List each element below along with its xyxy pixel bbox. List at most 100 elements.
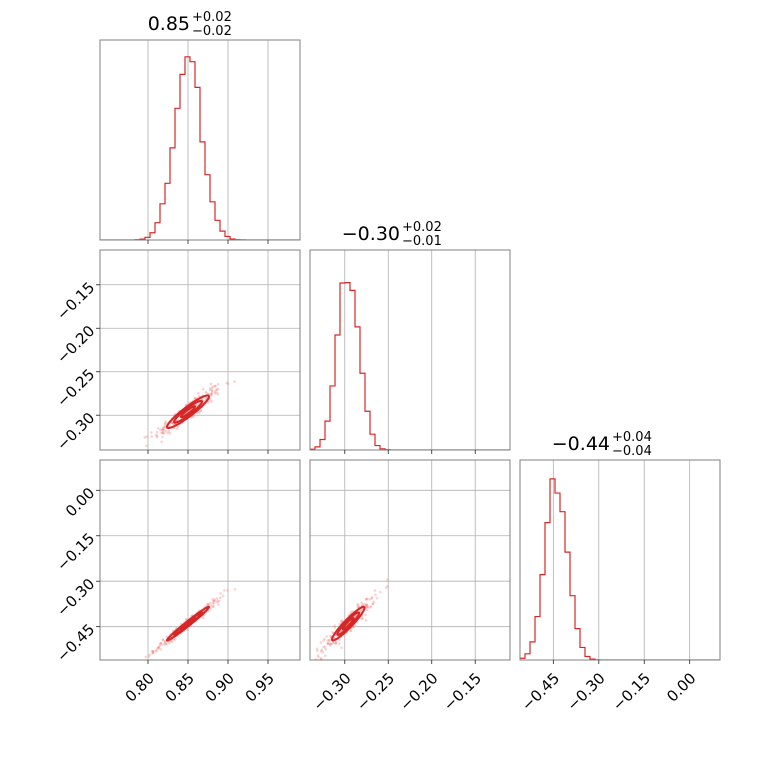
y-tick-label: −0.30 <box>53 575 98 620</box>
scatter-point <box>162 432 165 435</box>
scatter-point <box>337 642 341 645</box>
scatter-point <box>328 644 332 647</box>
scatter-point <box>156 647 159 650</box>
scatter-point <box>150 649 154 653</box>
scatter-point <box>201 388 205 391</box>
panel-content <box>144 587 237 659</box>
scatter-point <box>152 649 155 653</box>
scatter-point <box>163 422 167 426</box>
scatter-point <box>374 593 377 597</box>
scatter-point <box>361 603 365 606</box>
scatter-point <box>331 641 335 645</box>
y-tick-label: −0.15 <box>53 529 98 574</box>
scatter-point <box>143 436 147 439</box>
scatter-point <box>226 589 229 592</box>
scatter-point <box>212 601 216 605</box>
title-minus: −0.04 <box>612 444 652 459</box>
histogram-p0 <box>100 56 300 240</box>
scatter-point <box>154 433 158 437</box>
x-tick-label: 0.80 <box>122 669 158 705</box>
y-tick-label: −0.30 <box>53 409 98 454</box>
scatter-point <box>213 384 217 388</box>
scatter-point <box>369 605 373 608</box>
scatter-point <box>198 394 201 398</box>
scatter-point <box>212 385 215 388</box>
scatter-point <box>172 638 176 642</box>
scatter-point <box>338 638 341 641</box>
scatter-point <box>151 651 154 654</box>
scatter-point <box>365 597 369 601</box>
scatter-point <box>147 654 151 658</box>
scatter-point <box>156 646 160 650</box>
scatter-point <box>206 603 210 606</box>
scatter-point <box>212 599 216 602</box>
scatter-point <box>216 393 220 396</box>
scatter-point <box>353 615 357 618</box>
x-tick-label: −0.25 <box>353 669 398 714</box>
contour-line <box>166 605 210 642</box>
scatter-point <box>217 599 221 603</box>
scatter-point <box>162 431 166 434</box>
scatter-point <box>321 650 325 654</box>
scatter-point <box>331 630 334 634</box>
scatter-point <box>219 592 222 595</box>
scatter-point <box>184 618 188 621</box>
contour-line <box>330 605 366 642</box>
scatter-point <box>364 613 367 617</box>
scatter-point <box>174 637 177 641</box>
scatter-point <box>365 605 369 609</box>
scatter-point <box>167 429 171 433</box>
scatter-point <box>159 641 163 645</box>
scatter-point <box>161 435 164 439</box>
panel-2-1: −0.30−0.25−0.20−0.15 <box>309 459 511 714</box>
x-tick-label: −0.45 <box>518 669 563 714</box>
scatter-point <box>199 409 203 413</box>
scatter-point <box>215 391 219 395</box>
scatter-point <box>210 391 213 395</box>
scatter-point <box>209 397 212 401</box>
scatter-point <box>226 382 230 386</box>
scatter-point <box>328 642 332 646</box>
scatter-point <box>176 425 180 429</box>
scatter-point <box>364 618 368 622</box>
scatter-point <box>158 642 162 646</box>
scatter-point <box>324 647 328 651</box>
scatter-point <box>233 587 237 591</box>
scatter-point <box>150 435 154 438</box>
scatter-point <box>367 606 370 610</box>
scatter-point <box>213 390 217 393</box>
scatter-point <box>356 602 360 606</box>
scatter-point <box>215 600 219 604</box>
scatter-point <box>216 387 220 391</box>
scatter-point <box>210 393 213 396</box>
scatter-point <box>319 649 323 653</box>
scatter-point <box>211 597 214 601</box>
scatter-point <box>197 411 200 415</box>
contour-line <box>336 611 361 636</box>
scatter-point <box>198 409 202 413</box>
scatter-point <box>340 646 343 650</box>
scatter-point <box>371 602 375 605</box>
scatter-point <box>201 397 204 401</box>
scatter-point <box>365 605 368 609</box>
scatter-point <box>162 643 165 646</box>
scatter-point <box>163 425 166 429</box>
scatter-point <box>213 392 217 395</box>
contour-line <box>165 394 211 430</box>
scatter-point <box>210 388 214 392</box>
scatter-point <box>195 403 198 407</box>
scatter-point <box>160 431 164 434</box>
scatter-point <box>159 648 162 651</box>
x-tick-label: −0.15 <box>440 669 485 714</box>
scatter-point <box>323 654 327 657</box>
scatter-point <box>210 400 213 403</box>
scatter-point <box>175 427 179 431</box>
x-tick-label: 0.95 <box>242 669 278 705</box>
scatter-point <box>316 653 320 657</box>
title-plus: +0.04 <box>612 430 652 445</box>
scatter-point <box>315 647 319 651</box>
scatter-point <box>165 635 169 639</box>
contour-line <box>179 405 197 419</box>
scatter-point <box>161 427 165 430</box>
panel-1-1: −0.30 +0.02−0.01 <box>309 220 511 454</box>
